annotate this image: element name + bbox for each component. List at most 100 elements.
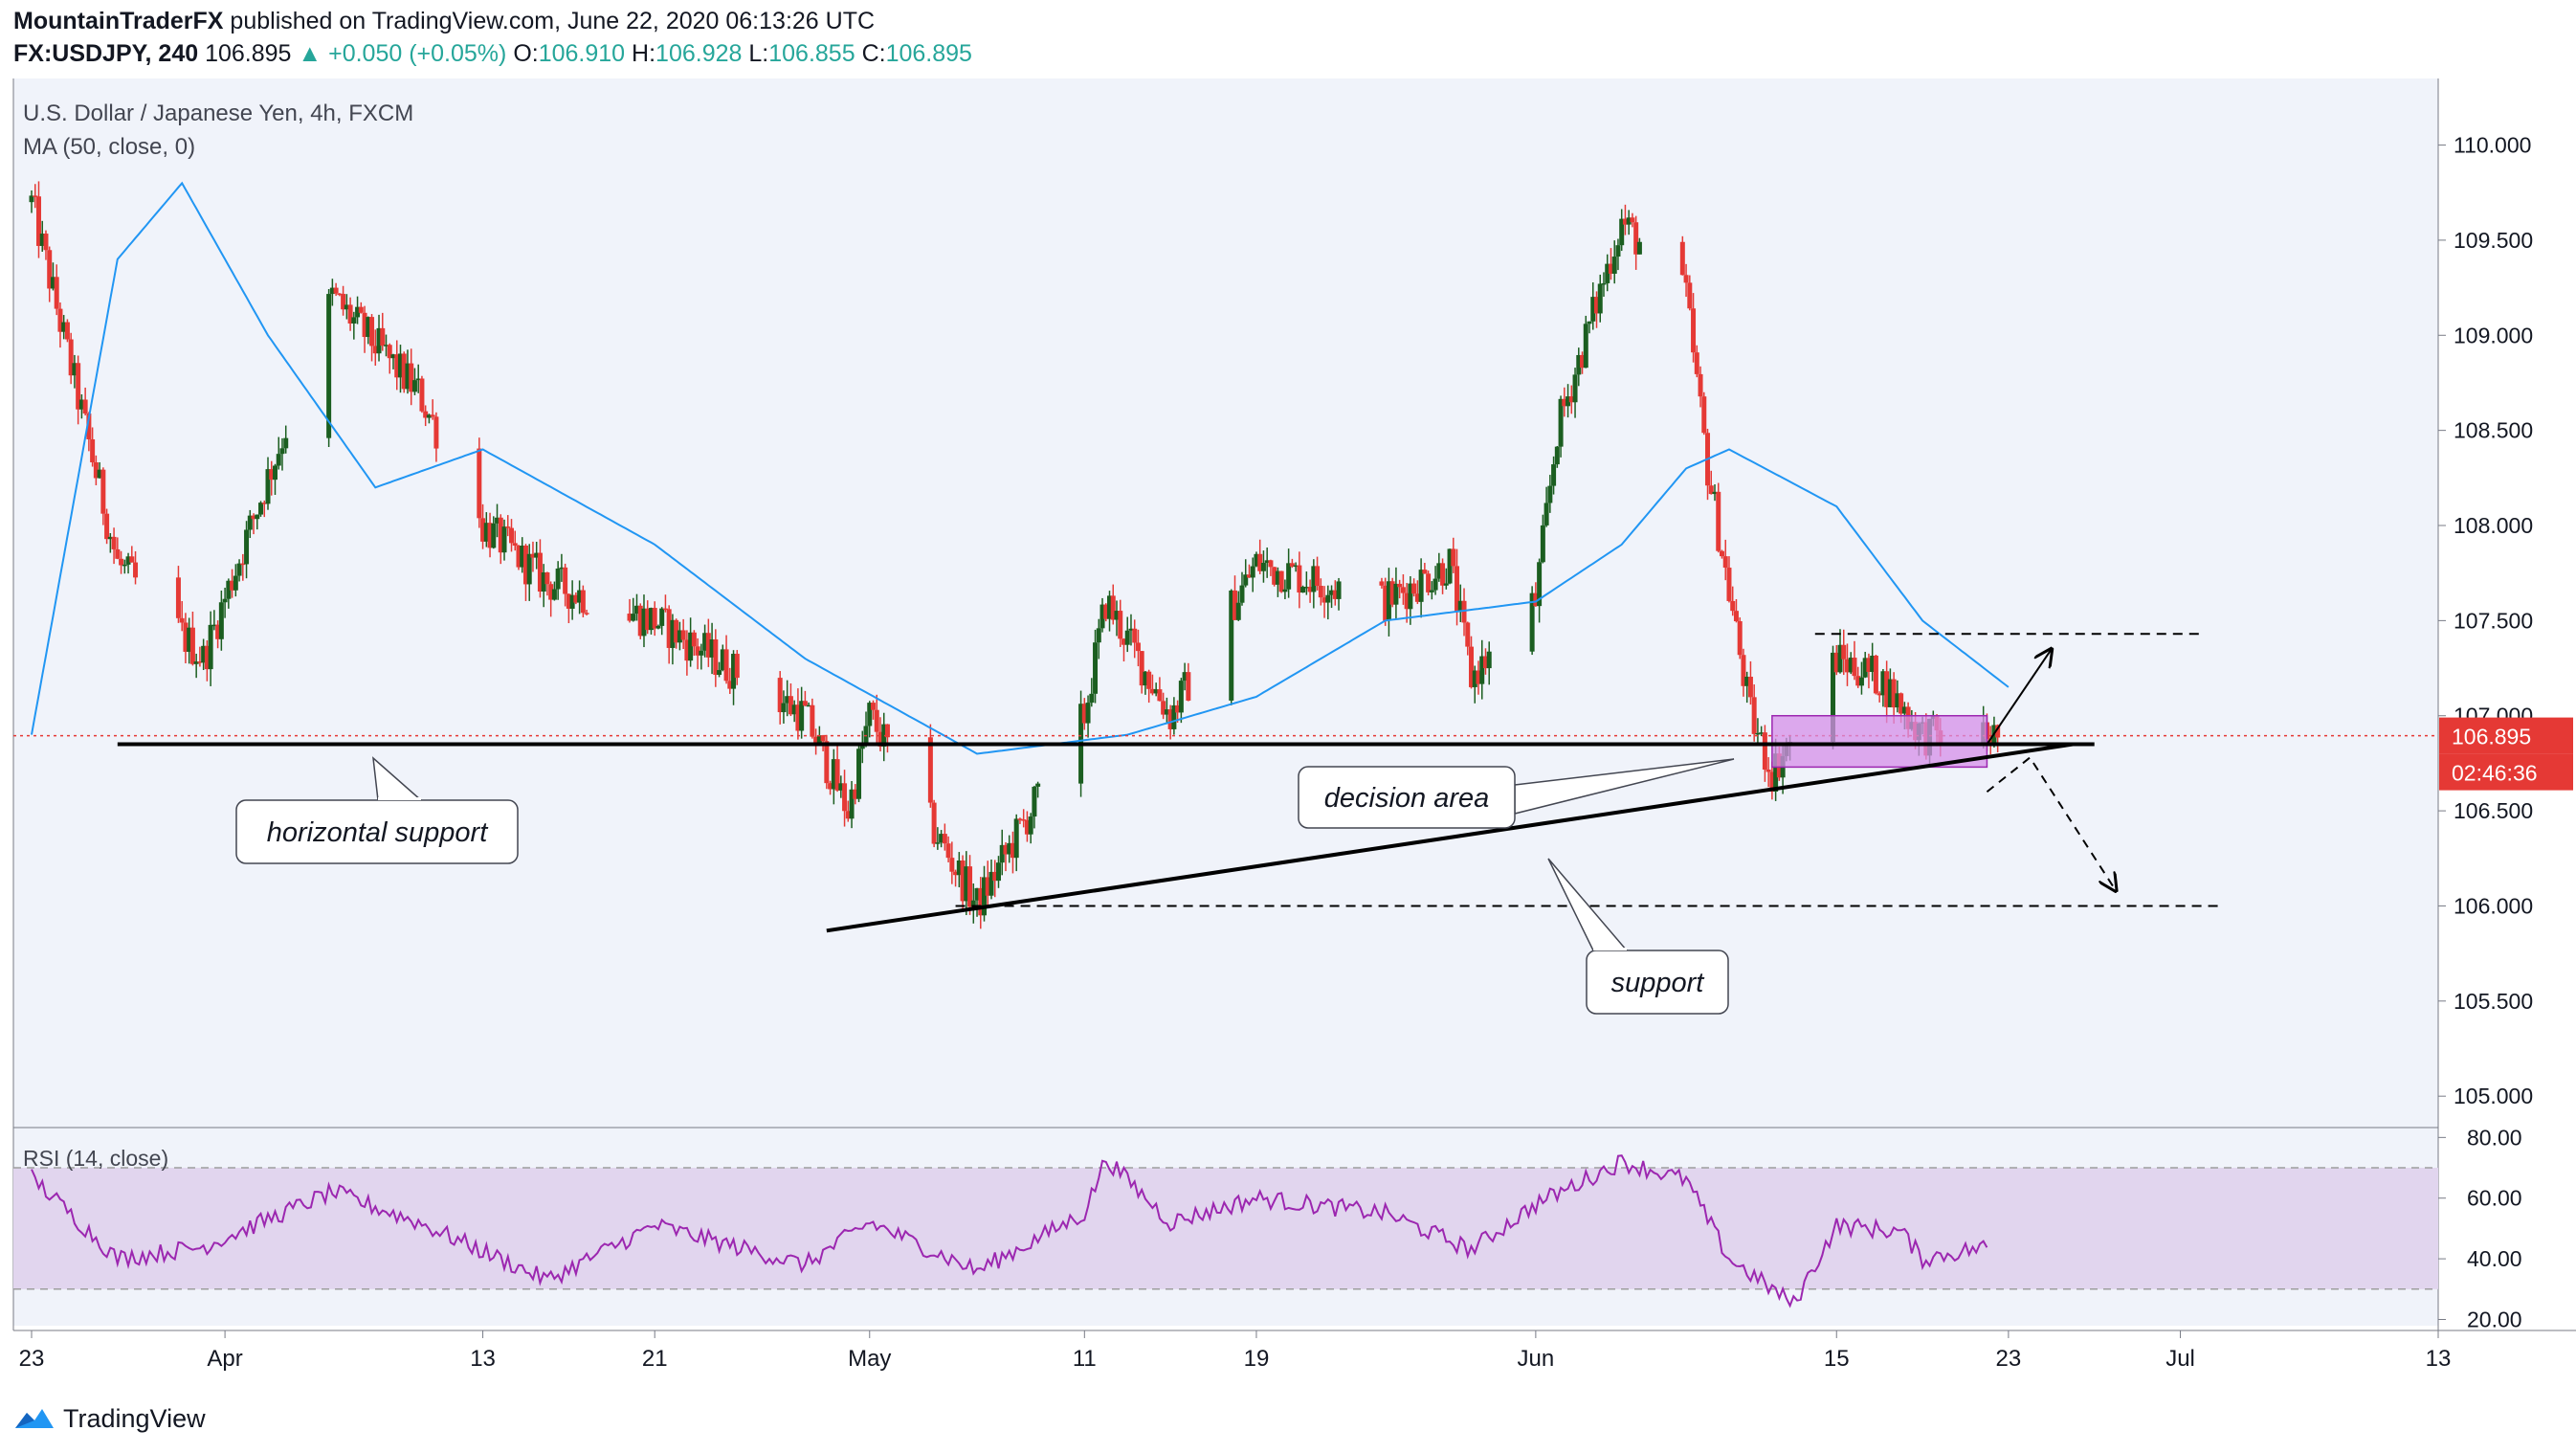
candle-body (939, 834, 944, 843)
candle-body (501, 526, 507, 553)
candle-body (1096, 628, 1101, 643)
candle-body (261, 503, 267, 504)
price-change: ▲ +0.050 (+0.05%) (298, 40, 507, 67)
candle-body (677, 630, 682, 643)
candle-body (201, 645, 207, 663)
candle-body (193, 661, 199, 664)
candle-body (1855, 676, 1861, 686)
candle-body (419, 378, 425, 412)
candle-body (699, 650, 704, 656)
candle-body (1848, 658, 1854, 673)
candle-body (1765, 769, 1771, 772)
candle-body (366, 317, 371, 338)
candle-body (498, 517, 503, 553)
candle-body (1332, 590, 1338, 599)
candle-body (1590, 297, 1596, 322)
candle-body (1260, 563, 1266, 571)
candle-body (1167, 709, 1173, 729)
candle-body (1683, 275, 1689, 283)
candle-body (111, 536, 117, 549)
candle-body (433, 416, 439, 449)
candle-body (1272, 567, 1277, 585)
candle-body (1679, 241, 1685, 276)
candle-body (1759, 732, 1765, 734)
candle-body (47, 250, 53, 289)
candle-body (662, 608, 668, 611)
time-axis[interactable]: 23 Apr 13 21 May 11 19 Jun 15 23 Jul 13 (19, 1330, 2452, 1372)
candle-body (187, 627, 192, 652)
candle-body (283, 437, 289, 449)
candle-body (1035, 783, 1041, 787)
time-tick-label: 13 (470, 1346, 496, 1372)
candle-body (1311, 566, 1317, 592)
candle-body (57, 308, 63, 332)
candle-body (1021, 819, 1027, 821)
price-tick-label: 106.500 (2454, 798, 2533, 823)
footer-brand[interactable]: TradingView (13, 1399, 206, 1438)
time-tick-label: 19 (1244, 1346, 1270, 1372)
candle-body (362, 312, 367, 338)
rsi-tick-label: 20.00 (2467, 1307, 2522, 1331)
candle-body (723, 649, 729, 682)
support-callout-pointer-mask (1593, 948, 1627, 950)
main-pane[interactable] (13, 78, 2438, 1134)
candle-body (1866, 658, 1872, 672)
candle-body (1013, 818, 1019, 859)
time-tick-label: Jun (1518, 1346, 1555, 1372)
candle-body (1443, 583, 1449, 586)
candle-body (627, 614, 633, 621)
low-label: L: (748, 40, 769, 67)
price-axis[interactable]: 110.000 109.500 109.000 108.500 108.000 107.5… (2438, 133, 2533, 1332)
candle-body (566, 593, 571, 609)
candle-body (956, 861, 962, 876)
candle-body (358, 306, 364, 313)
candle-body (931, 802, 937, 844)
candle-body (1235, 602, 1241, 620)
candle-body (1418, 570, 1424, 602)
symbol-name[interactable]: FX:USDJPY, 240 (13, 40, 199, 67)
candle-body (791, 704, 797, 715)
candle-body (978, 887, 984, 916)
candle-body (401, 353, 407, 390)
candle-body (68, 339, 74, 376)
candle-body (1447, 548, 1453, 584)
price-tags: 106.895 02:46:36 (2439, 717, 2573, 791)
candle-body (1143, 671, 1148, 686)
candle-body (272, 465, 278, 481)
candle-body (842, 783, 848, 812)
candle-body (1712, 491, 1718, 495)
candle-body (1633, 222, 1639, 255)
time-tick-label: 15 (1824, 1346, 1850, 1372)
candle-body (78, 399, 84, 410)
candle-body (76, 363, 81, 410)
candle-body (480, 518, 486, 542)
last-price-tag (2439, 717, 2573, 754)
candle-body (1554, 446, 1560, 465)
candle-body (877, 731, 883, 747)
candle-body (1081, 704, 1087, 724)
candle-body (659, 608, 665, 626)
candle-body (1089, 693, 1095, 704)
candle-body (333, 287, 339, 294)
candle-body (1572, 374, 1578, 403)
candle-body (1289, 563, 1295, 567)
candle-body (1093, 642, 1099, 694)
price-tick-label: 105.500 (2454, 989, 2533, 1014)
candle-body (43, 234, 49, 251)
author-name[interactable]: MountainTraderFX (13, 8, 224, 34)
rsi-tick-label: 40.00 (2467, 1246, 2522, 1271)
candle-body (781, 703, 787, 713)
candle-body (430, 414, 435, 417)
candle-body (806, 704, 811, 707)
candles-group (29, 181, 2001, 929)
support-callout-label: support (1611, 968, 1706, 998)
candle-body (1336, 581, 1342, 599)
candle-body (534, 552, 540, 558)
candle-body (372, 346, 378, 354)
candle-body (777, 678, 783, 713)
candle-body (1593, 297, 1599, 314)
countdown-tag (2439, 753, 2573, 791)
candle-body (1583, 324, 1588, 369)
candle-body (1429, 590, 1434, 592)
